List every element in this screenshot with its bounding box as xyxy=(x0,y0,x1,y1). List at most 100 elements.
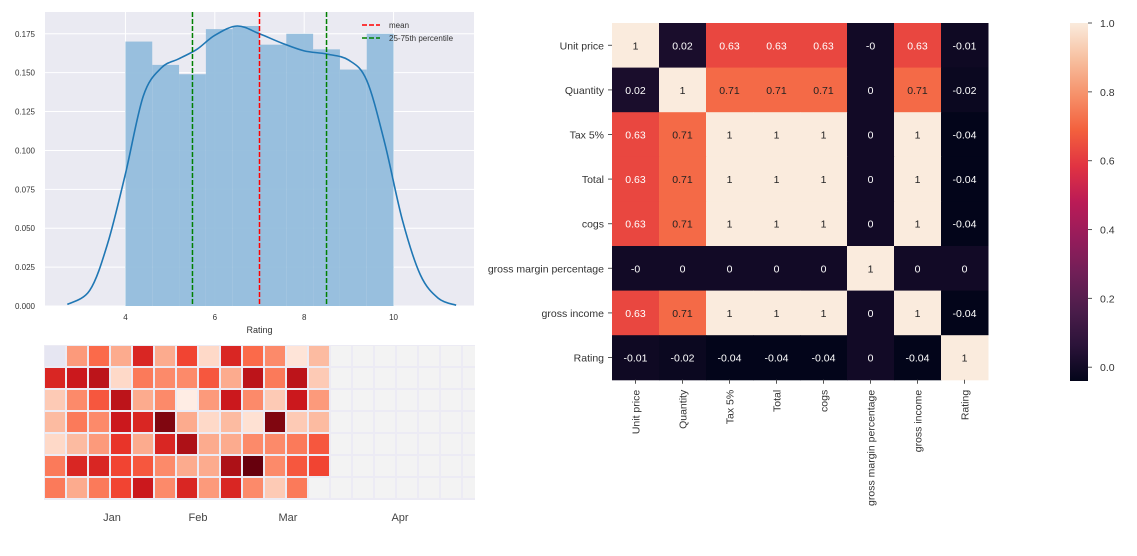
calendar-day-cell xyxy=(111,368,131,388)
calendar-day-cell xyxy=(45,390,65,410)
legend-label: 25-75th percentile xyxy=(389,34,454,43)
calendar-day-cell xyxy=(419,412,439,432)
legend-label: mean xyxy=(389,21,409,30)
cell-annotation: 0 xyxy=(821,263,827,275)
cell-annotation: -0 xyxy=(866,40,875,52)
calendar-day-cell xyxy=(353,390,373,410)
cell-annotation: -0.04 xyxy=(812,353,836,365)
cell-annotation: 1 xyxy=(821,174,827,186)
cell-annotation: 0.71 xyxy=(719,85,740,97)
calendar-day-cell xyxy=(419,478,439,498)
calendar-day-cell xyxy=(89,390,109,410)
calendar-day-cell xyxy=(45,434,65,454)
y-tick-label: 0.000 xyxy=(15,302,36,311)
cell-annotation: 0 xyxy=(915,263,921,275)
heatmap-cell xyxy=(612,156,660,202)
cell-annotation: -0 xyxy=(631,263,640,275)
cell-annotation: 0 xyxy=(962,263,968,275)
calendar-day-cell xyxy=(243,346,263,366)
calendar-day-cell xyxy=(463,368,475,388)
heatmap-cell xyxy=(659,290,707,336)
x-tick-label: cogs xyxy=(819,390,831,412)
heatmap-cell xyxy=(941,23,989,69)
calendar-day-cell xyxy=(397,478,417,498)
cell-annotation: 0.71 xyxy=(813,85,834,97)
calendar-day-cell xyxy=(45,412,65,432)
heatmap-cell xyxy=(659,112,707,158)
calendar-day-cell xyxy=(67,346,87,366)
heatmap-cell xyxy=(706,290,754,336)
cell-annotation: 0 xyxy=(727,263,733,275)
cell-annotation: -0.04 xyxy=(906,353,930,365)
y-tick-label: gross income xyxy=(542,308,605,320)
cell-annotation: 0.71 xyxy=(672,308,693,320)
calendar-day-cell xyxy=(309,412,329,432)
calendar-day-cell xyxy=(309,456,329,476)
cell-annotation: 1 xyxy=(915,130,921,142)
calendar-day-cell xyxy=(419,368,439,388)
heatmap-cell xyxy=(706,112,754,158)
histogram-bar xyxy=(232,26,260,306)
heatmap-cell xyxy=(753,156,801,202)
cell-annotation: -0.02 xyxy=(953,85,977,97)
calendar-day-cell xyxy=(243,390,263,410)
calendar-day-cell xyxy=(177,412,197,432)
y-tick-label: Unit price xyxy=(560,40,605,52)
calendar-day-cell xyxy=(265,368,285,388)
x-tick-label: 4 xyxy=(123,313,128,322)
calendar-day-cell xyxy=(111,478,131,498)
cell-annotation: 0.63 xyxy=(719,40,740,52)
heatmap-cell xyxy=(894,156,942,202)
calendar-day-cell xyxy=(375,456,395,476)
cell-annotation: 1 xyxy=(774,174,780,186)
calendar-day-cell xyxy=(89,478,109,498)
calendar-day-cell xyxy=(89,412,109,432)
heatmap-cell xyxy=(941,112,989,158)
calendar-day-cell xyxy=(441,412,461,432)
month-label: Jan xyxy=(103,512,121,524)
heatmap-cell xyxy=(847,246,895,292)
cell-annotation: 0 xyxy=(868,353,874,365)
calendar-day-cell xyxy=(265,478,285,498)
calendar-day-cell xyxy=(441,368,461,388)
calendar-day-cell xyxy=(45,346,65,366)
calendar-day-cell xyxy=(331,412,351,432)
heatmap-cell xyxy=(659,246,707,292)
cell-annotation: 0.71 xyxy=(907,85,928,97)
calendar-day-cell xyxy=(111,434,131,454)
calendar-day-cell xyxy=(221,478,241,498)
calendar-day-cell xyxy=(111,412,131,432)
calendar-day-cell xyxy=(199,346,219,366)
calendar-day-cell xyxy=(375,434,395,454)
calendar-day-cell xyxy=(397,434,417,454)
heatmap-cell xyxy=(800,290,848,336)
calendar-day-cell xyxy=(309,390,329,410)
heatmap-cell xyxy=(847,290,895,336)
cell-annotation: 1 xyxy=(774,219,780,231)
heatmap-cell xyxy=(753,246,801,292)
cell-annotation: -0.04 xyxy=(953,308,977,320)
calendar-day-cell xyxy=(133,412,153,432)
heatmap-cell xyxy=(894,112,942,158)
cell-annotation: 1 xyxy=(915,174,921,186)
x-tick-label: Tax 5% xyxy=(725,390,737,424)
calendar-day-cell xyxy=(89,368,109,388)
cell-annotation: 1 xyxy=(915,308,921,320)
heatmap-cell xyxy=(659,201,707,247)
calendar-day-cell xyxy=(155,456,175,476)
calendar-day-cell xyxy=(463,478,475,498)
heatmap-cell xyxy=(894,67,942,113)
heatmap-cell xyxy=(941,246,989,292)
colorbar-tick-label: 0.2 xyxy=(1100,293,1115,305)
histogram-bar xyxy=(286,33,314,307)
cell-annotation: -0.02 xyxy=(671,353,695,365)
x-tick-label: Unit price xyxy=(631,390,643,435)
calendar-day-cell xyxy=(67,412,87,432)
calendar-day-cell xyxy=(397,390,417,410)
heatmap-cell xyxy=(659,335,707,381)
heatmap-cell xyxy=(800,67,848,113)
heatmap-cell xyxy=(753,23,801,69)
cell-annotation: 1 xyxy=(727,174,733,186)
calendar-day-cell xyxy=(309,434,329,454)
